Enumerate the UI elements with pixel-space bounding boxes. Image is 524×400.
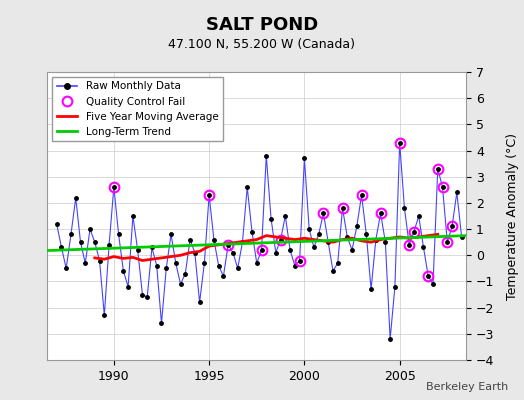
Text: SALT POND: SALT POND <box>206 16 318 34</box>
Text: 47.100 N, 55.200 W (Canada): 47.100 N, 55.200 W (Canada) <box>169 38 355 51</box>
Y-axis label: Temperature Anomaly (°C): Temperature Anomaly (°C) <box>506 132 519 300</box>
Legend: Raw Monthly Data, Quality Control Fail, Five Year Moving Average, Long-Term Tren: Raw Monthly Data, Quality Control Fail, … <box>52 77 223 141</box>
Text: Berkeley Earth: Berkeley Earth <box>426 382 508 392</box>
